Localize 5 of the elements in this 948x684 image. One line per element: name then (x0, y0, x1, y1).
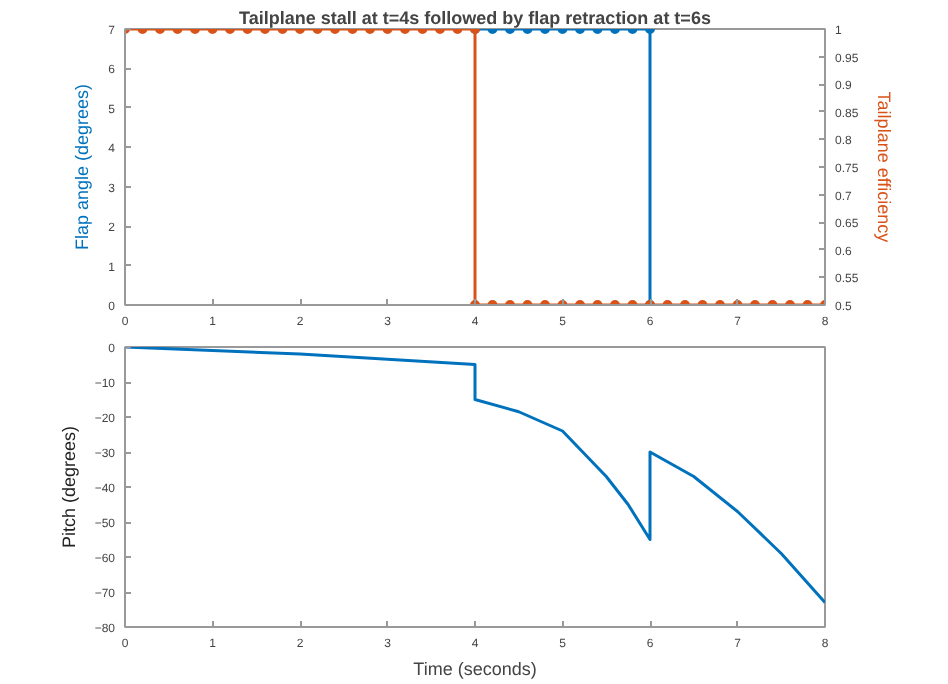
chart-title: Tailplane stall at t=4s followed by flap retraction at t=6s (239, 8, 711, 28)
y2-axis-title: Tailplane efficiency (874, 91, 895, 244)
y-axis-title: Flap angle (degrees) (72, 83, 93, 251)
x-axis-title: Time (seconds) (413, 659, 537, 679)
y-axis-title: Pitch (degrees) (58, 425, 79, 549)
